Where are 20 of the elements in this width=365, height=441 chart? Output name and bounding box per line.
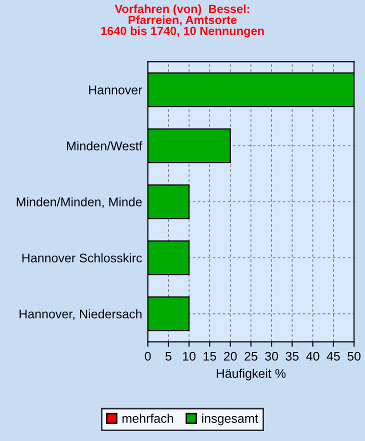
x-tick-label: 25 — [244, 352, 258, 361]
y-tick-label: Minden/Westf — [67, 141, 142, 150]
x-axis-title: Häufigkeit % — [216, 368, 286, 380]
x-tick-label: 50 — [348, 352, 361, 361]
chart-title: Vorfahren (von) Bessel: Pfarreien, Amtsorte 1640 bis 1740, 10 Nennungen — [101, 4, 264, 38]
y-tick-label: Hannover — [89, 86, 142, 94]
x-tick-label: 15 — [204, 352, 216, 361]
x-tick-label: 0 — [144, 352, 151, 361]
legend-label: mehrfach — [122, 414, 174, 423]
x-tick-label: 5 — [165, 352, 172, 361]
x-tick-label: 45 — [326, 352, 340, 361]
x-tick-label: 35 — [286, 352, 299, 361]
x-tick-label: 20 — [224, 352, 237, 361]
y-tick-label: Hannover Schlosskirc — [22, 253, 142, 262]
legend-label: insgesamt — [202, 414, 258, 426]
x-tick-label: 40 — [306, 352, 320, 361]
y-tick-label: Hannover, Niedersach — [20, 309, 142, 320]
x-tick-label: 30 — [265, 352, 278, 361]
x-tick-label: 10 — [183, 352, 196, 361]
y-tick-label: Minden/Minden, Minde — [16, 197, 142, 208]
